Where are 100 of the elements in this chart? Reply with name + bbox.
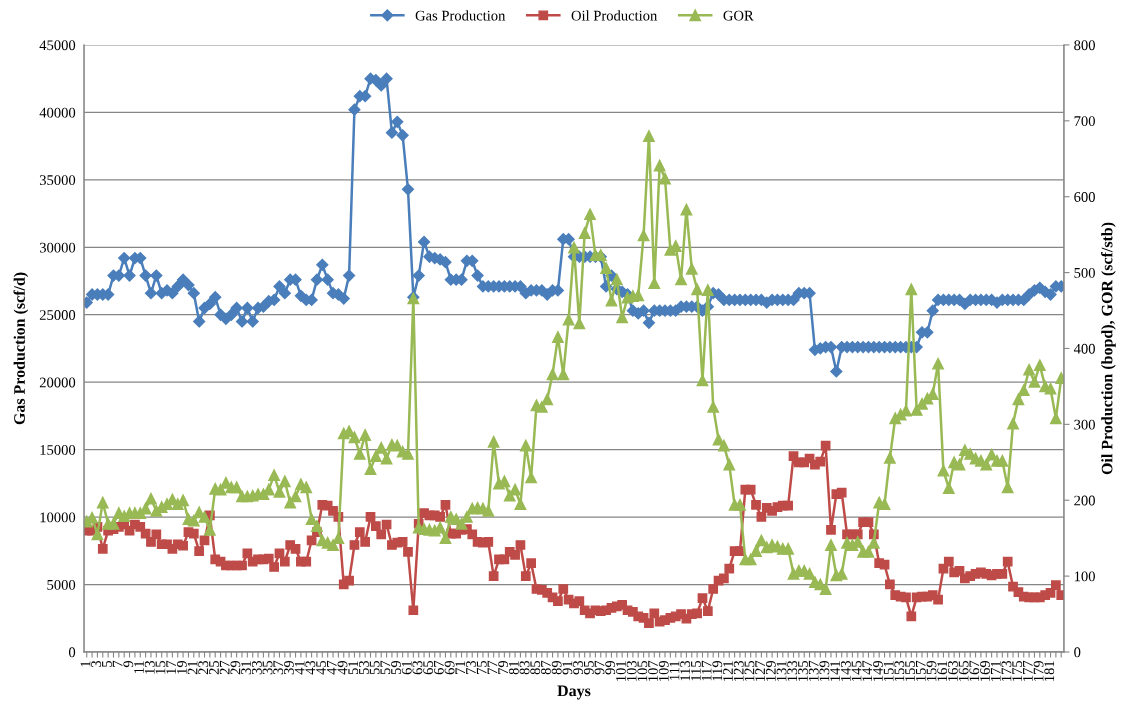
x-tick-label: 97 bbox=[594, 660, 605, 675]
x-tick-label: 173 bbox=[1001, 660, 1012, 681]
x-tick-label: 101 bbox=[615, 661, 626, 681]
x-axis-title: Days bbox=[557, 685, 591, 700]
y-tick-label: 10000 bbox=[40, 512, 76, 523]
x-tick-label: 61 bbox=[401, 661, 412, 675]
y2-axis-title: Oil Production (bopd), GOR (scf/stb) bbox=[1101, 222, 1116, 475]
x-tick-label: 113 bbox=[680, 660, 691, 681]
x-tick-label: 85 bbox=[530, 660, 541, 675]
x-tick-label: 55 bbox=[369, 660, 380, 675]
y-tick-label: 35000 bbox=[39, 175, 76, 186]
x-tick-label: 163 bbox=[948, 660, 958, 681]
y2-tick-label: 700 bbox=[1074, 116, 1095, 127]
x-tick-label: 73 bbox=[466, 660, 476, 674]
x-tick-label: 153 bbox=[894, 660, 905, 681]
x-tick-label: 179 bbox=[1033, 660, 1044, 681]
y-tick-label: 20000 bbox=[39, 377, 76, 388]
x-tick-label: 63 bbox=[412, 660, 423, 675]
legend-label: Oil Production bbox=[571, 10, 658, 21]
x-tick-label: 155 bbox=[905, 660, 915, 681]
y-tick-label: 40000 bbox=[39, 107, 76, 118]
x-tick-label: 5 bbox=[102, 660, 112, 667]
x-tick-label: 53 bbox=[359, 660, 369, 675]
x-tick-label: 103 bbox=[626, 660, 637, 681]
x-tick-label: 93 bbox=[573, 660, 583, 675]
x-tick-label: 81 bbox=[508, 661, 519, 675]
x-tick-label: 31 bbox=[241, 661, 251, 675]
x-tick-label: 109 bbox=[658, 660, 669, 681]
x-tick-label: 133 bbox=[787, 660, 798, 681]
x-tick-label: 15 bbox=[155, 660, 166, 674]
x-tick-label: 21 bbox=[187, 661, 198, 675]
x-tick-label: 145 bbox=[851, 660, 862, 681]
x-tick-label: 47 bbox=[326, 660, 337, 675]
x-tick-label: 91 bbox=[562, 661, 573, 675]
x-tick-label: 35 bbox=[262, 660, 273, 675]
y-tick-label: 45000 bbox=[39, 40, 76, 51]
x-tick-label: 181 bbox=[1044, 661, 1055, 681]
x-tick-label: 175 bbox=[1012, 660, 1023, 681]
x-tick-label: 17 bbox=[166, 660, 176, 674]
x-tick-label: 117 bbox=[701, 660, 712, 681]
x-tick-label: 99 bbox=[605, 660, 616, 675]
x-tick-label: 111 bbox=[669, 661, 680, 680]
y2-tick-label: 400 bbox=[1073, 343, 1095, 354]
x-tick-label: 147 bbox=[862, 660, 872, 681]
y2-tick-label: 500 bbox=[1074, 267, 1095, 278]
legend-label: Gas Production bbox=[415, 10, 506, 21]
x-tick-label: 167 bbox=[969, 660, 980, 681]
x-tick-label: 137 bbox=[808, 660, 819, 681]
x-tick-label: 149 bbox=[873, 660, 883, 681]
x-tick-label: 87 bbox=[541, 660, 551, 675]
x-tick-label: 161 bbox=[937, 661, 948, 681]
x-tick-label: 151 bbox=[883, 661, 894, 681]
x-tick-label: 127 bbox=[755, 660, 765, 681]
x-tick-label: 157 bbox=[915, 660, 926, 681]
legend-label: GOR bbox=[723, 10, 754, 21]
x-tick-label: 37 bbox=[273, 660, 284, 675]
x-tick-label: 159 bbox=[926, 660, 937, 681]
x-tick-label: 65 bbox=[423, 660, 434, 675]
x-tick-label: 7 bbox=[112, 660, 123, 667]
x-tick-label: 59 bbox=[391, 660, 401, 675]
x-tick-label: 41 bbox=[294, 661, 305, 675]
x-tick-label: 83 bbox=[519, 660, 530, 675]
x-tick-label: 67 bbox=[433, 660, 444, 675]
x-tick-label: 129 bbox=[765, 660, 776, 681]
x-tick-label: 171 bbox=[990, 661, 1001, 681]
y2-tick-label: 300 bbox=[1074, 419, 1095, 430]
x-tick-label: 123 bbox=[733, 660, 744, 681]
x-tick-label: 75 bbox=[476, 660, 487, 674]
x-tick-label: 19 bbox=[176, 660, 187, 674]
x-tick-label: 33 bbox=[251, 660, 262, 675]
x-tick-label: 13 bbox=[144, 660, 155, 674]
x-tick-label: 95 bbox=[583, 660, 594, 675]
x-tick-label: 57 bbox=[380, 660, 391, 675]
y-tick-label: 30000 bbox=[39, 242, 76, 253]
y2-tick-label: 200 bbox=[1074, 495, 1095, 506]
y2-tick-label: 0 bbox=[1074, 647, 1081, 658]
x-tick-label: 77 bbox=[487, 660, 498, 674]
x-tick-label: 27 bbox=[219, 660, 230, 675]
x-tick-label: 135 bbox=[798, 660, 808, 681]
x-tick-label: 107 bbox=[648, 660, 658, 681]
x-tick-label: 3 bbox=[91, 660, 102, 667]
x-tick-label: 1 bbox=[80, 661, 91, 667]
y-tick-label: 25000 bbox=[39, 310, 76, 320]
x-tick-label: 9 bbox=[123, 660, 134, 668]
x-tick-label: 165 bbox=[958, 660, 969, 681]
y2-tick-label: 100 bbox=[1074, 571, 1095, 582]
y-axis-title: Gas Production (scf/d) bbox=[13, 272, 29, 425]
x-tick-label: 49 bbox=[337, 660, 348, 675]
x-tick-label: 119 bbox=[712, 660, 723, 681]
x-tick-label: 125 bbox=[744, 660, 755, 681]
x-tick-label: 169 bbox=[980, 660, 990, 681]
x-tick-label: 141 bbox=[830, 661, 840, 681]
x-tick-label: 11 bbox=[134, 661, 144, 674]
x-tick-label: 51 bbox=[348, 661, 359, 675]
x-tick-label: 23 bbox=[198, 660, 209, 675]
x-tick-label: 139 bbox=[819, 660, 830, 681]
x-tick-label: 43 bbox=[305, 660, 316, 675]
x-tick-label: 115 bbox=[691, 660, 701, 681]
x-tick-label: 29 bbox=[230, 660, 241, 675]
y-tick-label: 15000 bbox=[40, 445, 76, 455]
